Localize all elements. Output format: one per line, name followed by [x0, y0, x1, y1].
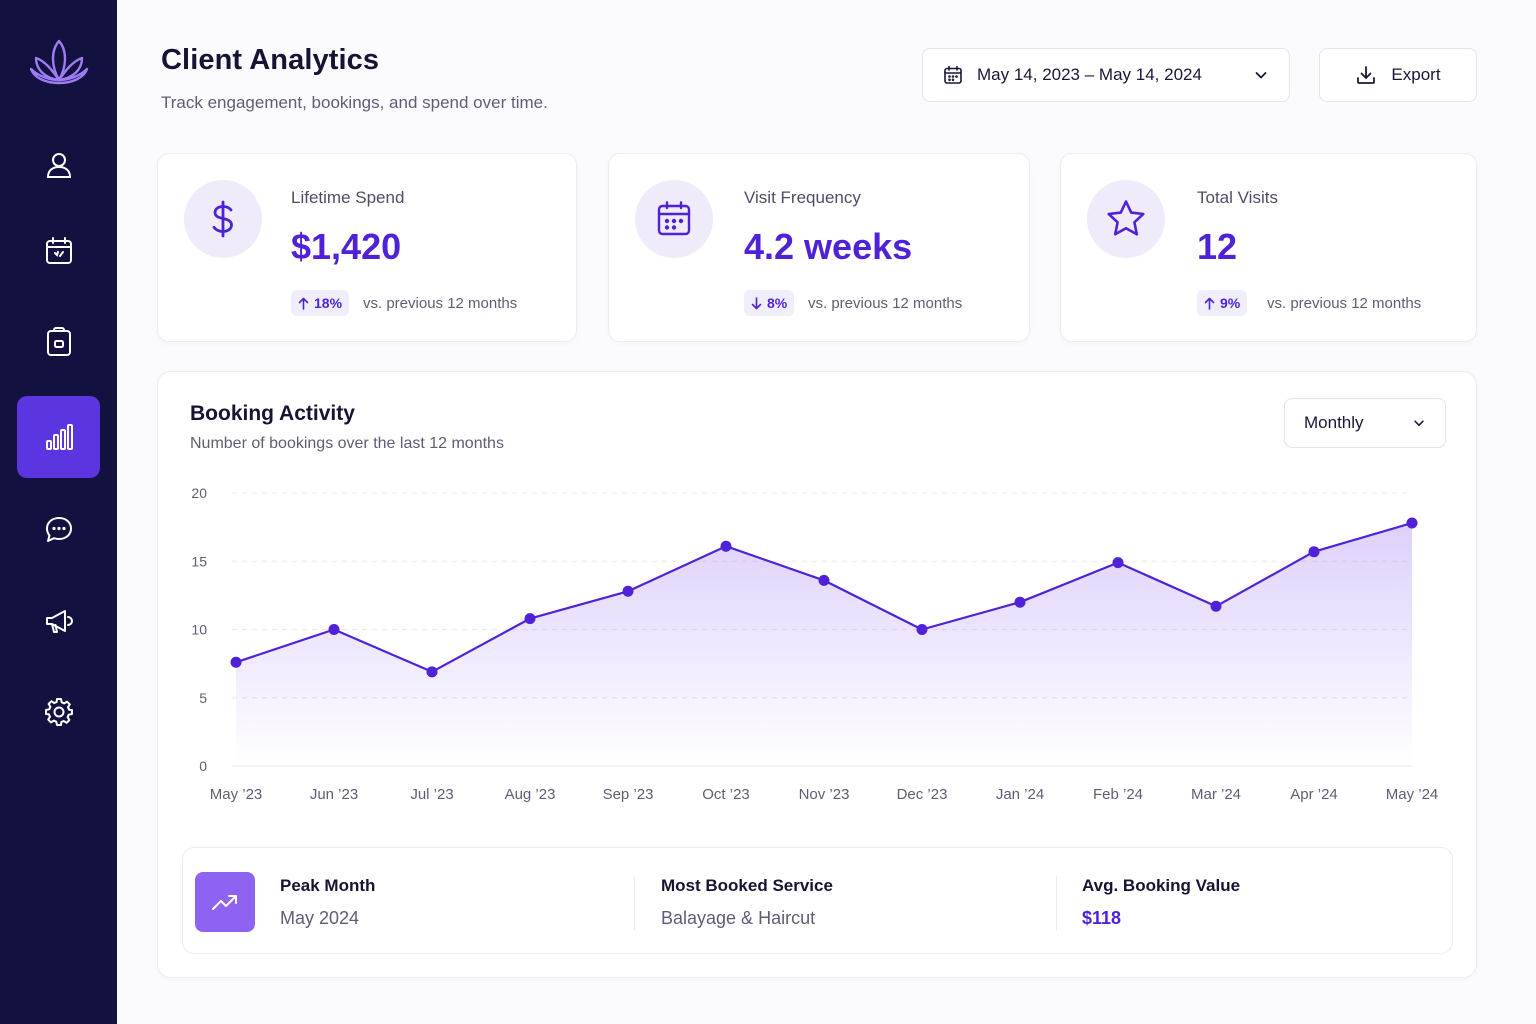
calendar-icon — [45, 237, 72, 264]
stat-delta-badge: 18% — [291, 290, 350, 316]
stat-card-visit-frequency: Visit Frequency 4.2 weeks 8% vs. previou… — [608, 153, 1030, 342]
stat-icon-circle — [184, 180, 262, 258]
divider — [1056, 876, 1057, 930]
chevron-down-icon — [1414, 420, 1424, 426]
sidebar-item-messages[interactable] — [17, 489, 100, 571]
booking-summary: Peak Month May 2024 Most Booked Service … — [182, 847, 1453, 954]
stat-value: 4.2 weeks — [744, 226, 913, 267]
stat-card-total-visits: Total Visits 12 9% vs. previous 12 month… — [1060, 153, 1477, 342]
stat-label: Lifetime Spend — [291, 188, 405, 207]
stat-value: $1,420 — [291, 226, 402, 267]
calendar-icon — [657, 201, 691, 236]
period-select[interactable]: Monthly — [1284, 398, 1446, 448]
stat-compare-text: vs. previous 12 months — [363, 295, 518, 312]
stat-label: Visit Frequency — [744, 188, 861, 207]
export-label: Export — [1391, 65, 1441, 84]
stat-delta-value: 9% — [1220, 295, 1241, 311]
clipboard-icon — [46, 327, 71, 356]
stat-card-lifetime-spend: Lifetime Spend $1,420 18% vs. previous 1… — [157, 153, 577, 342]
sidebar-item-tasks[interactable] — [17, 301, 100, 383]
most-booked-value: Balayage & Haircut — [661, 908, 816, 928]
trending-up-icon — [212, 895, 237, 910]
peak-month-value: May 2024 — [280, 908, 360, 928]
period-select-value: Monthly — [1304, 413, 1364, 432]
stat-compare-text: vs. previous 12 months — [1267, 295, 1422, 312]
user-icon — [46, 153, 71, 178]
chart-title: Booking Activity — [190, 402, 355, 425]
stat-icon-circle — [1087, 180, 1165, 258]
peak-month-label: Peak Month — [280, 876, 376, 895]
date-range-label: May 14, 2023 – May 14, 2024 — [977, 65, 1202, 84]
settings-icon — [44, 698, 73, 726]
stat-compare-text: vs. previous 12 months — [808, 295, 963, 312]
stat-icon-circle — [635, 180, 713, 258]
sidebar-item-settings[interactable] — [17, 671, 100, 753]
stat-delta-value: 8% — [767, 295, 788, 311]
date-range-picker[interactable]: May 14, 2023 – May 14, 2024 — [922, 48, 1290, 102]
bar-chart-icon — [45, 424, 73, 450]
sidebar-item-marketing[interactable] — [17, 580, 100, 662]
chat-icon — [45, 517, 72, 542]
page-subtitle: Track engagement, bookings, and spend ov… — [161, 93, 548, 112]
trend-icon-box — [195, 872, 255, 932]
lotus-logo-icon — [29, 39, 89, 85]
sidebar-item-clients[interactable] — [17, 124, 100, 206]
stat-delta-value: 18% — [314, 295, 343, 311]
sidebar-item-calendar[interactable] — [17, 210, 100, 292]
calendar-icon — [944, 65, 962, 84]
sidebar-item-analytics[interactable] — [17, 396, 100, 478]
chart-subtitle: Number of bookings over the last 12 mont… — [190, 435, 504, 452]
arrow-up-icon — [1204, 297, 1215, 310]
export-button[interactable]: Export — [1319, 48, 1477, 102]
divider — [634, 876, 635, 930]
most-booked-label: Most Booked Service — [661, 876, 833, 895]
arrow-up-icon — [298, 297, 309, 310]
arrow-down-icon — [751, 296, 762, 309]
stat-value: 12 — [1197, 226, 1238, 267]
star-icon — [1107, 200, 1145, 236]
stat-delta-badge: 9% — [1197, 290, 1248, 316]
avg-value-label: Avg. Booking Value — [1082, 876, 1241, 895]
dollar-icon — [212, 200, 233, 238]
page-title: Client Analytics — [161, 44, 380, 76]
sidebar — [0, 0, 117, 1024]
download-icon — [1357, 66, 1376, 84]
megaphone-icon — [45, 610, 73, 633]
stat-delta-badge: 8% — [744, 290, 795, 316]
avg-value-value: $118 — [1082, 908, 1122, 928]
stat-label: Total Visits — [1197, 188, 1278, 207]
chevron-down-icon — [1255, 72, 1267, 79]
